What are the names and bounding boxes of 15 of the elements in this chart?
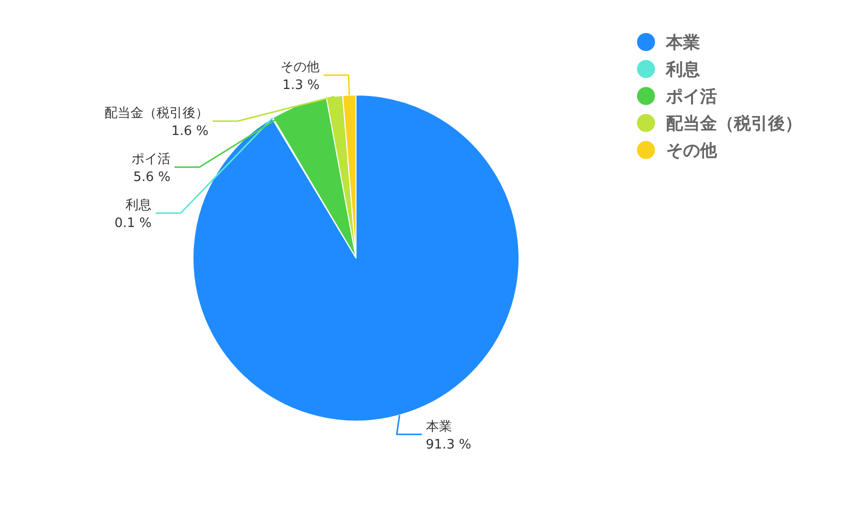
legend-label: 本業 bbox=[665, 33, 700, 53]
legend-label: 利息 bbox=[665, 60, 700, 80]
data-label: 1.6 % bbox=[171, 124, 209, 140]
data-label: 5.6 % bbox=[133, 170, 170, 186]
legend-label: ポイ活 bbox=[665, 87, 717, 107]
slice-label: 利息 bbox=[126, 198, 152, 214]
slice-label: 本業 bbox=[426, 419, 452, 434]
legend-label: 配当金（税引後） bbox=[666, 114, 802, 134]
data-label: 0.1 % bbox=[114, 216, 152, 232]
data-label: 91.3 % bbox=[426, 437, 472, 452]
data-label: 1.3 % bbox=[282, 78, 320, 94]
slice-label: 配当金（税引後） bbox=[104, 106, 209, 122]
slice-label: その他 bbox=[280, 60, 320, 76]
legend-label: その他 bbox=[666, 141, 718, 161]
slice-label: ポイ活 bbox=[131, 152, 170, 168]
